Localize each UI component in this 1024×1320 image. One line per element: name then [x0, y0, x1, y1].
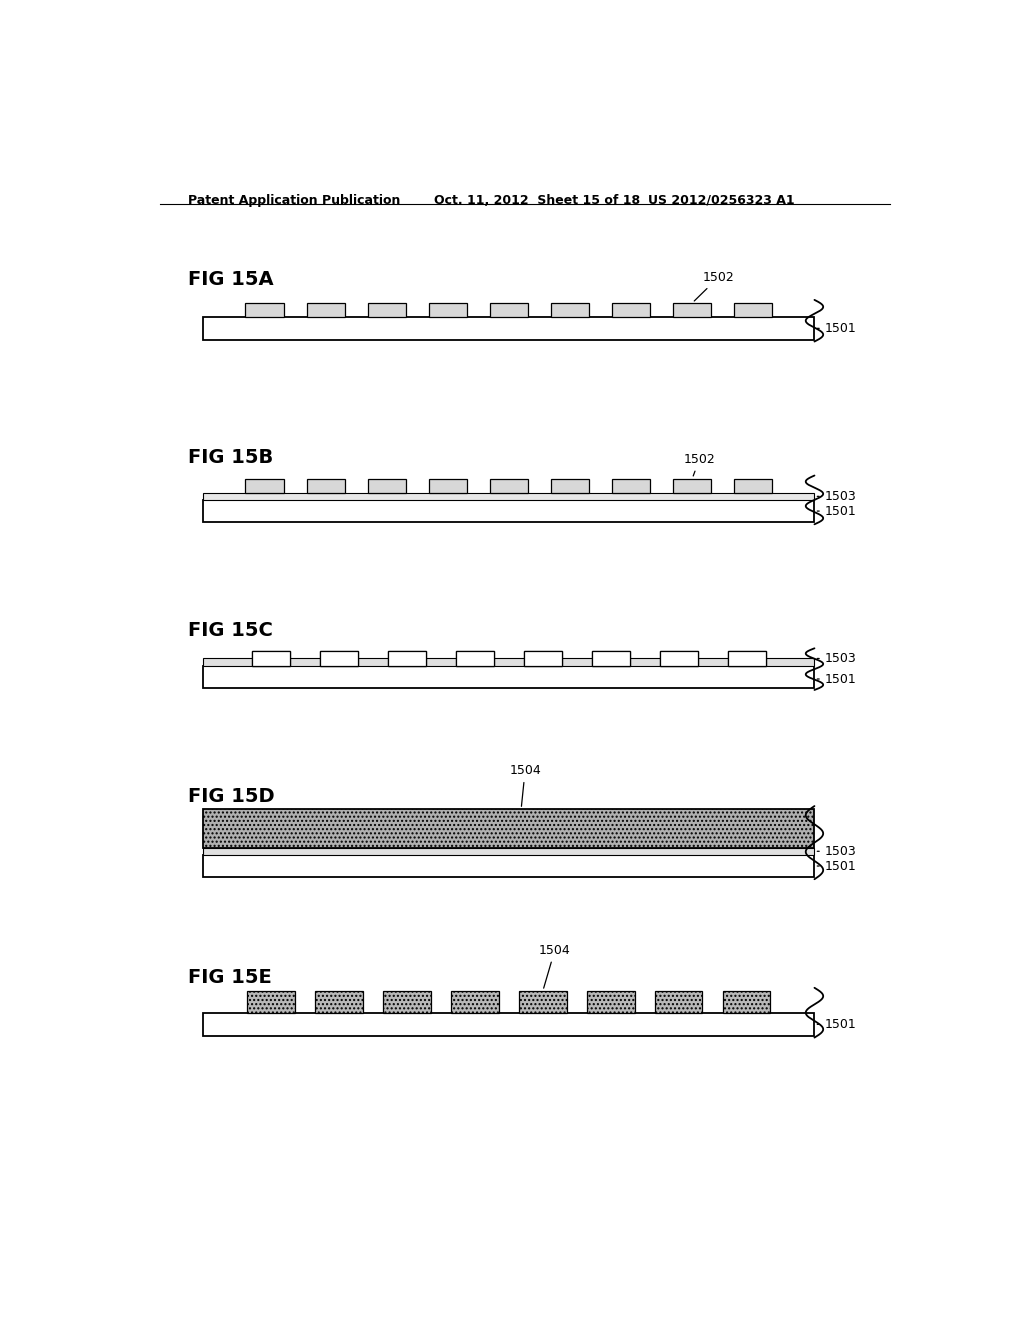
Text: 1504: 1504 — [509, 764, 541, 807]
Bar — [315, 991, 362, 1014]
Bar — [612, 302, 650, 317]
Text: Patent Application Publication: Patent Application Publication — [187, 194, 400, 207]
Text: 1501: 1501 — [817, 672, 856, 685]
Bar — [489, 479, 528, 492]
Bar — [321, 651, 358, 665]
Text: 1501: 1501 — [817, 859, 856, 873]
Text: 1503: 1503 — [817, 845, 856, 858]
Bar — [612, 479, 650, 492]
Bar — [587, 991, 635, 1014]
Bar — [246, 302, 284, 317]
Bar — [204, 847, 814, 855]
Bar — [456, 651, 494, 665]
Text: 1502: 1502 — [684, 453, 716, 477]
Bar — [524, 651, 562, 665]
Bar — [659, 651, 697, 665]
Bar — [204, 659, 814, 665]
Text: FIG 15D: FIG 15D — [187, 787, 274, 805]
Bar — [204, 492, 814, 500]
Text: 1503: 1503 — [817, 490, 856, 503]
Bar — [551, 479, 589, 492]
Text: 1502: 1502 — [694, 271, 734, 301]
Text: 1501: 1501 — [817, 322, 856, 335]
Bar — [673, 479, 712, 492]
Bar — [727, 651, 766, 665]
Bar — [204, 1014, 814, 1036]
Bar — [368, 302, 406, 317]
Bar — [734, 302, 772, 317]
Bar — [204, 317, 814, 339]
Bar — [655, 991, 702, 1014]
Bar — [452, 991, 499, 1014]
Bar — [592, 651, 630, 665]
Text: Oct. 11, 2012  Sheet 15 of 18: Oct. 11, 2012 Sheet 15 of 18 — [433, 194, 640, 207]
Text: 1503: 1503 — [817, 652, 856, 665]
Bar — [204, 855, 814, 878]
Bar — [306, 479, 345, 492]
Text: FIG 15A: FIG 15A — [187, 271, 273, 289]
Bar — [204, 500, 814, 523]
Bar — [551, 302, 589, 317]
Bar — [456, 651, 494, 665]
Bar — [429, 479, 467, 492]
Bar — [388, 651, 426, 665]
Text: 1504: 1504 — [539, 944, 570, 989]
Text: 1501: 1501 — [817, 504, 856, 517]
Bar — [306, 302, 345, 317]
Bar — [673, 302, 712, 317]
Bar — [524, 651, 562, 665]
Text: 1501: 1501 — [817, 1018, 856, 1031]
Text: US 2012/0256323 A1: US 2012/0256323 A1 — [648, 194, 795, 207]
Bar — [252, 651, 291, 665]
Bar — [659, 651, 697, 665]
Bar — [368, 479, 406, 492]
Bar — [246, 479, 284, 492]
Bar — [723, 991, 770, 1014]
Bar — [489, 302, 528, 317]
Bar — [734, 479, 772, 492]
Bar — [519, 991, 566, 1014]
Bar — [248, 991, 295, 1014]
Bar — [592, 651, 630, 665]
Bar — [321, 651, 358, 665]
Bar — [204, 809, 814, 847]
Bar — [727, 651, 766, 665]
Text: FIG 15E: FIG 15E — [187, 969, 271, 987]
Bar — [204, 665, 814, 688]
Bar — [429, 302, 467, 317]
Bar — [252, 651, 291, 665]
Bar — [383, 991, 431, 1014]
Bar — [388, 651, 426, 665]
Text: FIG 15C: FIG 15C — [187, 620, 272, 640]
Text: FIG 15B: FIG 15B — [187, 447, 272, 467]
